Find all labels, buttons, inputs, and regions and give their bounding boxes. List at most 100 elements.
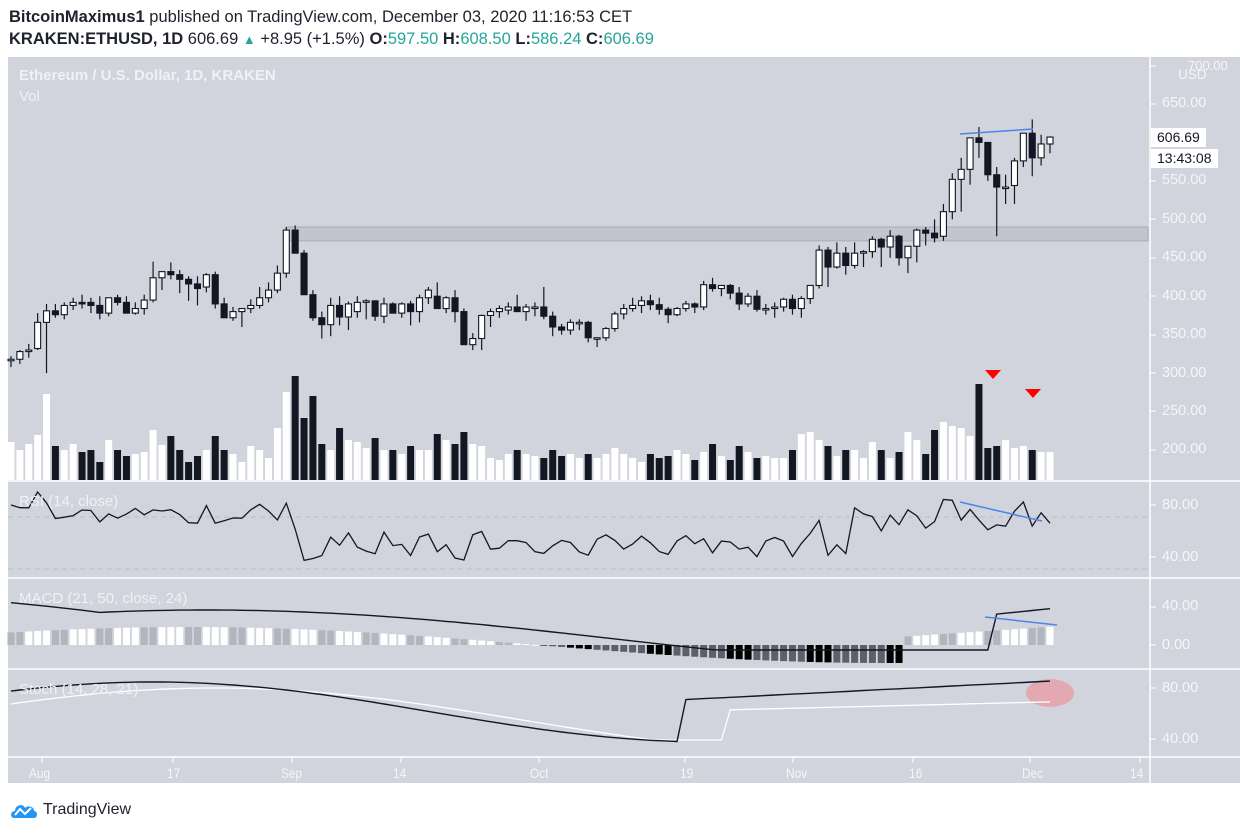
candle-body <box>868 238 876 253</box>
volume-bar <box>193 456 201 480</box>
macd-histogram-bar <box>256 627 264 645</box>
candle-body <box>185 278 193 285</box>
macd-histogram-bar <box>709 645 717 658</box>
macd-histogram-bar <box>531 644 539 646</box>
candle-body <box>566 321 575 331</box>
close-value: 606.69 <box>603 30 654 48</box>
macd-histogram-bar <box>300 629 308 645</box>
macd-histogram-bar <box>131 627 139 645</box>
volume-bar <box>43 394 51 480</box>
volume-bar <box>229 454 237 480</box>
candle-body <box>735 292 743 305</box>
candle-body <box>700 284 708 308</box>
volume-bar <box>51 446 59 480</box>
price-axis-tick: 500.00 <box>1162 211 1207 227</box>
macd-histogram-bar <box>984 631 992 645</box>
volume-bar <box>158 445 166 480</box>
candle-body <box>105 297 113 314</box>
close-label: C: <box>586 30 604 48</box>
candle-body <box>433 295 441 310</box>
macd-histogram-bar <box>691 645 699 657</box>
author-name[interactable]: BitcoinMaximus1 <box>9 8 145 26</box>
currency-label[interactable]: USD <box>1178 67 1207 82</box>
stoch-k-line <box>10 680 1051 743</box>
candle-body <box>833 252 841 268</box>
candle-body <box>540 306 548 317</box>
volume-bar <box>265 458 273 480</box>
candle-body <box>344 303 353 318</box>
open-label: O: <box>369 30 388 48</box>
macd-axis-tick: 0.00 <box>1162 637 1191 653</box>
candle-body <box>744 295 752 305</box>
stoch-legend[interactable]: Stoch (14, 28, 21) <box>19 681 139 698</box>
volume-bar <box>966 436 974 480</box>
volume-bar <box>913 440 921 480</box>
volume-bar <box>167 436 175 480</box>
volume-bar <box>957 428 965 480</box>
macd-histogram-bar <box>193 627 201 645</box>
volume-legend[interactable]: Vol <box>19 88 40 105</box>
macd-histogram-bar <box>469 639 477 645</box>
candle-body <box>602 327 610 339</box>
candle-body <box>131 307 139 314</box>
volume-bar <box>442 440 450 480</box>
tradingview-branding[interactable]: TradingView <box>10 800 131 820</box>
volume-bar <box>602 454 610 480</box>
candle-body <box>664 308 672 316</box>
candle-body <box>691 303 699 308</box>
volume-bar <box>984 448 992 480</box>
macd-histogram-bar <box>451 638 459 645</box>
candle-body <box>1002 186 1010 190</box>
volume-bar <box>611 448 619 480</box>
tradingview-logo-icon <box>11 805 37 818</box>
time-axis-tick: 14 <box>1130 765 1144 781</box>
macd-histogram-bar <box>584 645 592 650</box>
macd-histogram-bar <box>877 645 885 663</box>
candle-body <box>34 321 42 350</box>
macd-histogram-bar <box>87 628 95 645</box>
candle-body <box>877 238 885 248</box>
main-legend-title[interactable]: Ethereum / U.S. Dollar, 1D, KRAKEN <box>19 67 276 84</box>
macd-histogram-bar <box>282 628 290 645</box>
macd-histogram-bar <box>69 629 77 645</box>
volume-bar <box>540 458 548 480</box>
volume-bar <box>762 456 770 480</box>
stoch-axis-tick: 40.00 <box>1162 731 1199 747</box>
candle-body <box>238 307 246 313</box>
candle-body <box>549 315 557 328</box>
candle-body <box>336 304 344 318</box>
macd-histogram-bar <box>78 629 86 645</box>
candle-body <box>1019 132 1027 162</box>
chart-area[interactable] <box>8 57 1240 783</box>
volume-bar <box>797 434 805 480</box>
candle-body <box>309 294 317 319</box>
candle-body <box>69 301 77 307</box>
candle-body <box>762 307 770 311</box>
candle-body <box>824 249 832 268</box>
low-label: L: <box>515 30 531 48</box>
volume-bar <box>877 450 885 480</box>
macd-histogram-bar <box>7 632 15 645</box>
volume-bar <box>336 428 344 480</box>
candle-body <box>708 284 717 290</box>
rsi-legend[interactable]: RSI (14, close) <box>19 493 119 510</box>
macd-histogram-bar <box>895 645 903 663</box>
candle-body <box>522 306 530 313</box>
macd-histogram-bar <box>797 645 805 662</box>
macd-histogram-bar <box>16 631 24 645</box>
volume-bar <box>584 454 592 480</box>
macd-histogram-bar <box>336 631 344 645</box>
candle-body <box>362 300 370 303</box>
volume-bar <box>1028 450 1036 480</box>
macd-histogram-bar <box>398 634 406 645</box>
volume-bar <box>247 446 255 480</box>
volume-bar <box>34 435 42 480</box>
volume-bar <box>620 454 628 480</box>
volume-bar <box>566 454 574 480</box>
volume-bar <box>824 446 832 480</box>
macd-legend[interactable]: MACD (21, 50, close, 24) <box>19 590 188 607</box>
candle-body <box>931 232 939 239</box>
volume-bar <box>415 450 423 480</box>
candle-body <box>51 310 59 316</box>
